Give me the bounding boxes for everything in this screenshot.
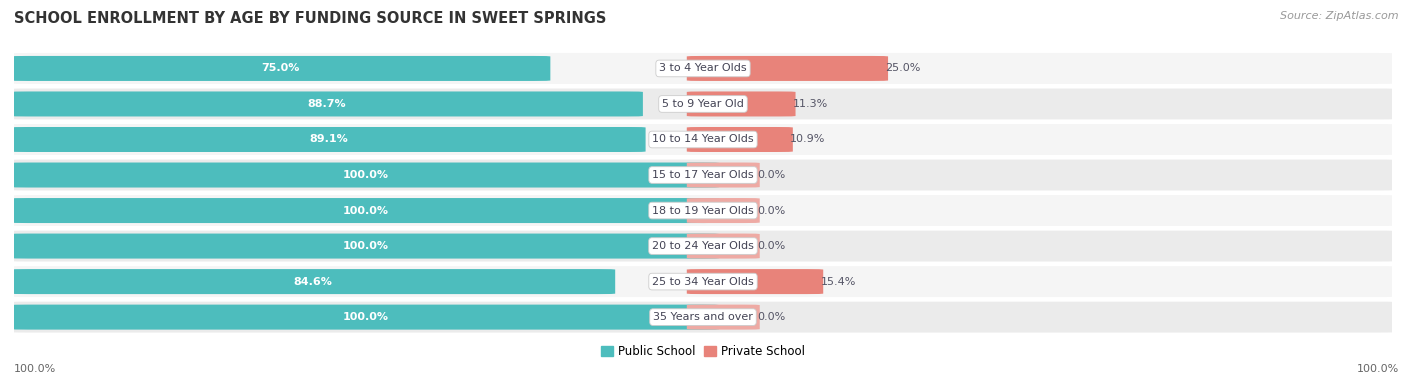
Legend: Public School, Private School: Public School, Private School <box>600 345 806 358</box>
FancyBboxPatch shape <box>11 56 550 81</box>
Text: 35 Years and over: 35 Years and over <box>652 312 754 322</box>
Text: 20 to 24 Year Olds: 20 to 24 Year Olds <box>652 241 754 251</box>
FancyBboxPatch shape <box>7 195 1399 226</box>
FancyBboxPatch shape <box>686 234 759 259</box>
FancyBboxPatch shape <box>7 160 1399 191</box>
Text: 84.6%: 84.6% <box>294 277 333 287</box>
Text: 75.0%: 75.0% <box>262 64 299 73</box>
Text: 18 to 19 Year Olds: 18 to 19 Year Olds <box>652 206 754 215</box>
FancyBboxPatch shape <box>7 124 1399 155</box>
FancyBboxPatch shape <box>11 234 720 259</box>
FancyBboxPatch shape <box>7 53 1399 84</box>
FancyBboxPatch shape <box>11 127 645 152</box>
FancyBboxPatch shape <box>11 163 720 187</box>
Text: 10 to 14 Year Olds: 10 to 14 Year Olds <box>652 135 754 144</box>
FancyBboxPatch shape <box>686 163 759 187</box>
FancyBboxPatch shape <box>7 266 1399 297</box>
FancyBboxPatch shape <box>686 269 824 294</box>
Text: 15.4%: 15.4% <box>821 277 856 287</box>
Text: 15 to 17 Year Olds: 15 to 17 Year Olds <box>652 170 754 180</box>
Text: 10.9%: 10.9% <box>790 135 825 144</box>
FancyBboxPatch shape <box>686 305 759 330</box>
FancyBboxPatch shape <box>686 198 759 223</box>
FancyBboxPatch shape <box>686 91 796 116</box>
Text: 25 to 34 Year Olds: 25 to 34 Year Olds <box>652 277 754 287</box>
Text: 100.0%: 100.0% <box>342 206 388 215</box>
Text: 0.0%: 0.0% <box>756 170 786 180</box>
Text: 0.0%: 0.0% <box>756 241 786 251</box>
FancyBboxPatch shape <box>11 305 720 330</box>
Text: 11.3%: 11.3% <box>793 99 828 109</box>
FancyBboxPatch shape <box>686 56 889 81</box>
Text: 100.0%: 100.0% <box>14 364 56 374</box>
FancyBboxPatch shape <box>7 231 1399 262</box>
Text: 3 to 4 Year Olds: 3 to 4 Year Olds <box>659 64 747 73</box>
FancyBboxPatch shape <box>11 269 616 294</box>
FancyBboxPatch shape <box>686 127 793 152</box>
Text: 88.7%: 88.7% <box>308 99 346 109</box>
Text: 100.0%: 100.0% <box>342 170 388 180</box>
FancyBboxPatch shape <box>7 88 1399 119</box>
Text: 25.0%: 25.0% <box>886 64 921 73</box>
FancyBboxPatch shape <box>7 302 1399 333</box>
Text: 100.0%: 100.0% <box>342 241 388 251</box>
Text: Source: ZipAtlas.com: Source: ZipAtlas.com <box>1281 11 1399 21</box>
Text: SCHOOL ENROLLMENT BY AGE BY FUNDING SOURCE IN SWEET SPRINGS: SCHOOL ENROLLMENT BY AGE BY FUNDING SOUR… <box>14 11 606 26</box>
Text: 89.1%: 89.1% <box>309 135 347 144</box>
Text: 5 to 9 Year Old: 5 to 9 Year Old <box>662 99 744 109</box>
FancyBboxPatch shape <box>11 91 643 116</box>
Text: 100.0%: 100.0% <box>342 312 388 322</box>
Text: 100.0%: 100.0% <box>1357 364 1399 374</box>
Text: 0.0%: 0.0% <box>756 312 786 322</box>
FancyBboxPatch shape <box>11 198 720 223</box>
Text: 0.0%: 0.0% <box>756 206 786 215</box>
